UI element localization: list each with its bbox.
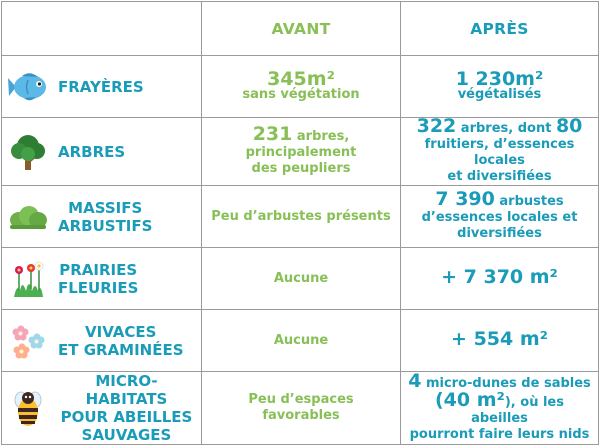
apres-text: et diversifiées	[447, 169, 552, 184]
apres-value: 322	[416, 115, 457, 137]
apres-text: ), où les abeilles	[471, 395, 564, 426]
table-row: VIVACES ET GRAMINÉES Aucune + 554 m²	[1, 309, 599, 372]
avant-cell: Peu d’arbustes présents	[201, 185, 401, 248]
avant-text: Peu d’espaces favorables	[248, 392, 354, 423]
header-row: AVANT APRÈS	[1, 1, 599, 56]
fish-icon	[8, 67, 48, 107]
table-row: ARBRES 231 arbres, principalement des pe…	[1, 115, 599, 186]
table-row: MICRO-HABITATS POUR ABEILLES SAUVAGES Pe…	[1, 370, 599, 445]
category-label: SAUVAGES	[81, 426, 172, 444]
avant-cell: Aucune	[201, 247, 401, 310]
apres-text: pourront faire leurs nids	[409, 427, 590, 442]
shrub-icon	[8, 197, 48, 237]
category-label: MASSIFS	[68, 198, 143, 217]
apres-value: + 7 370 m²	[441, 266, 558, 288]
flowers-icon	[8, 259, 48, 299]
apres-text: fruitiers, d’essences locales	[424, 137, 575, 168]
apres-cell: 322 arbres, dont 80 fruitiers, d’essence…	[400, 115, 599, 186]
apres-cell: 7 390 arbustes d’essences locales et div…	[400, 185, 599, 248]
avant-value: 231	[252, 123, 293, 145]
avant-text: arbres,	[292, 129, 350, 144]
apres-value: 1 230m²	[455, 67, 544, 90]
category-label: FLEURIES	[58, 278, 139, 297]
category-cell: FRAYÈRES	[1, 55, 202, 118]
category-cell: MASSIFS ARBUSTIFS	[1, 185, 202, 248]
avant-text: sans végétation	[242, 86, 360, 102]
apres-cell: + 7 370 m²	[400, 247, 599, 310]
category-label: ARBUSTIFS	[58, 216, 153, 235]
avant-text: des peupliers	[251, 161, 351, 176]
category-label: POUR ABEILLES	[60, 408, 193, 426]
avant-value: 345m²	[267, 67, 335, 90]
category-label: VIVACES	[85, 322, 157, 341]
empty-header-cell	[1, 1, 202, 56]
pastel-flowers-icon	[8, 321, 48, 361]
table-row: PRAIRIES FLEURIES Aucune + 7 370 m²	[1, 247, 599, 310]
category-cell: MICRO-HABITATS POUR ABEILLES SAUVAGES	[1, 371, 202, 445]
apres-text: arbustes	[494, 194, 564, 209]
category-label: PRAIRIES	[59, 260, 138, 279]
tree-icon	[8, 132, 48, 172]
category-label: FRAYÈRES	[58, 77, 144, 96]
avant-text: Aucune	[273, 332, 329, 348]
apres-text: micro-dunes de sables	[421, 376, 591, 391]
apres-text: diversifiées	[457, 226, 542, 241]
apres-header: APRÈS	[400, 1, 599, 56]
avant-text: Peu d’arbustes présents	[211, 208, 391, 224]
apres-text: arbres, dont	[456, 121, 556, 136]
apres-value: 80	[555, 115, 583, 137]
category-label: MICRO-HABITATS	[85, 372, 168, 408]
avant-text: principalement	[245, 145, 357, 160]
category-label: ARBRES	[58, 142, 126, 161]
apres-value: (	[434, 389, 444, 411]
apres-cell: + 554 m²	[400, 309, 599, 372]
avant-cell: Aucune	[201, 309, 401, 372]
apres-text: d’essences locales et	[421, 210, 578, 225]
bee-icon	[8, 388, 48, 428]
avant-cell: 345m² sans végétation	[201, 55, 401, 118]
avant-header: AVANT	[201, 1, 401, 56]
apres-cell: 1 230m² végétalisés	[400, 55, 599, 118]
apres-value: 40 m²	[443, 389, 505, 411]
apres-value: 4	[408, 370, 422, 392]
apres-text: végétalisés	[457, 86, 542, 102]
table-row: MASSIFS ARBUSTIFS Peu d’arbustes présent…	[1, 185, 599, 248]
avant-cell: Peu d’espaces favorables	[201, 371, 401, 445]
category-label: ET GRAMINÉES	[58, 340, 184, 359]
category-cell: PRAIRIES FLEURIES	[1, 247, 202, 310]
table-row: FRAYÈRES 345m² sans végétation 1 230m² v…	[1, 55, 599, 118]
category-cell: VIVACES ET GRAMINÉES	[1, 309, 202, 372]
apres-cell: 4 micro-dunes de sables (40 m²), où les …	[400, 370, 599, 445]
category-cell: ARBRES	[1, 117, 202, 186]
apres-value: + 554 m²	[451, 328, 548, 350]
avant-cell: 231 arbres, principalement des peupliers	[201, 117, 401, 186]
apres-value: 7 390	[435, 188, 495, 210]
avant-text: Aucune	[273, 270, 329, 286]
